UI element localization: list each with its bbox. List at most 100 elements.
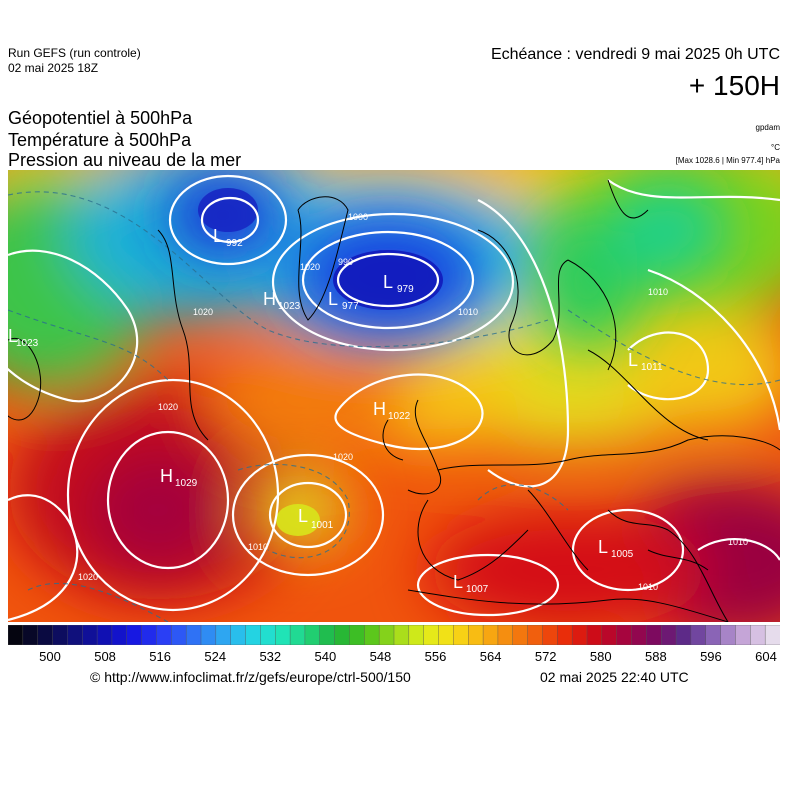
title-geopotential: Géopotentiel à 500hPa xyxy=(8,108,193,128)
pressure-center-value: 977 xyxy=(342,301,359,312)
colorbar-tick-label: 500 xyxy=(39,649,61,664)
unit-temperature: °C xyxy=(771,143,780,152)
isobar-label: 1020 xyxy=(78,572,98,582)
isobar-label: 1000 xyxy=(348,212,368,222)
colorbar-swatch xyxy=(586,625,603,645)
colorbar xyxy=(8,625,780,645)
colorbar-tick-label: 604 xyxy=(755,649,777,664)
colorbar-swatch xyxy=(156,625,172,645)
colorbar-swatch xyxy=(96,625,113,645)
colorbar-swatch xyxy=(720,625,736,645)
colorbar-swatch xyxy=(631,625,647,645)
pressure-center-value: 1029 xyxy=(175,478,198,489)
isobar-label: 1020 xyxy=(300,262,320,272)
pressure-center-value: 1023 xyxy=(278,301,301,312)
forecast-map: L 992 L 977 L 979 H 1023 L 1023 H 1022 H… xyxy=(8,170,780,622)
isobar-label: 1020 xyxy=(158,402,178,412)
colorbar-swatch xyxy=(542,625,558,645)
colorbar-swatch xyxy=(319,625,336,645)
isobar-label: 1010 xyxy=(248,542,268,552)
colorbar-swatch xyxy=(646,625,662,645)
pressure-center-value: 1023 xyxy=(16,338,39,349)
isobar-label: 1020 xyxy=(193,307,213,317)
colorbar-swatch xyxy=(750,625,766,645)
pressure-max-min: [Max 1028.6 | Min 977.4] hPa xyxy=(675,156,780,165)
pressure-center-value: 979 xyxy=(397,284,414,295)
colorbar-swatch xyxy=(82,625,98,645)
colorbar-swatch xyxy=(37,625,54,645)
colorbar-swatch xyxy=(364,625,380,645)
forecast-valid-time: Echéance : vendredi 9 mai 2025 0h UTC xyxy=(490,46,780,63)
pressure-center-value: 1007 xyxy=(466,584,489,595)
pressure-center-value: 1005 xyxy=(611,549,634,560)
pressure-center-type: L xyxy=(453,572,463,592)
colorbar-swatch xyxy=(616,625,633,645)
title-pressure: Pression au niveau de la mer xyxy=(8,150,242,170)
colorbar-swatch xyxy=(482,625,499,645)
colorbar-swatch xyxy=(764,625,780,645)
colorbar-swatch xyxy=(423,625,440,645)
colorbar-swatch xyxy=(215,625,232,645)
colorbar-swatch xyxy=(141,625,157,645)
source-url: © http://www.infoclimat.fr/z/gefs/europe… xyxy=(90,669,411,685)
pressure-center-value: 1011 xyxy=(641,362,663,373)
colorbar-swatch xyxy=(705,625,722,645)
colorbar-swatch xyxy=(690,625,707,645)
title-temperature: Température à 500hPa xyxy=(8,130,192,150)
colorbar-swatch xyxy=(245,625,261,645)
pressure-center-type: L xyxy=(213,226,223,246)
isobar-label: 1010 xyxy=(638,582,658,592)
colorbar-swatch xyxy=(200,625,217,645)
pressure-center-type: H xyxy=(160,466,173,486)
pressure-center-value: 1022 xyxy=(388,411,411,422)
colorbar-tick-label: 508 xyxy=(94,649,116,664)
isobar-labels: 1000 990 1020 1010 1020 1020 1010 1020 1… xyxy=(78,212,748,592)
colorbar-tick-label: 532 xyxy=(259,649,282,664)
colorbar-swatch xyxy=(661,625,677,645)
colorbar-swatch xyxy=(275,625,291,645)
pressure-center-type: H xyxy=(263,289,276,309)
forecast-horizon: + 150H xyxy=(688,70,780,101)
colorbar-swatch xyxy=(8,625,24,645)
colorbar-swatch xyxy=(497,625,514,645)
colorbar-swatch xyxy=(230,625,247,645)
pressure-center-value: 1001 xyxy=(311,520,334,531)
colorbar-swatch xyxy=(349,625,365,645)
pressure-center-type: L xyxy=(328,289,338,309)
pressure-center-type: H xyxy=(373,399,386,419)
pressure-centers: L 992 L 977 L 979 H 1023 L 1023 H 1022 H… xyxy=(8,226,663,595)
colorbar-swatch xyxy=(735,625,751,645)
colorbar-swatch xyxy=(571,625,588,645)
isobar-label: 1010 xyxy=(458,307,478,317)
colorbar-swatch xyxy=(527,625,543,645)
pressure-center-type: L xyxy=(598,537,608,557)
colorbar-swatch xyxy=(334,625,350,645)
pressure-center-type: L xyxy=(298,506,308,526)
colorbar-swatch xyxy=(378,625,395,645)
colorbar-swatch xyxy=(512,625,529,645)
colorbar-tick-label: 516 xyxy=(149,649,171,664)
colorbar-swatch xyxy=(111,625,128,645)
colorbar-swatch xyxy=(260,625,276,645)
colorbar-swatch xyxy=(557,625,573,645)
unit-geopotential: gpdam xyxy=(755,123,780,132)
colorbar-tick-label: 564 xyxy=(479,649,502,664)
colorbar-swatch xyxy=(393,625,410,645)
colorbar-swatch xyxy=(289,625,306,645)
isobar-label: 1020 xyxy=(333,452,353,462)
colorbar-swatch xyxy=(453,625,469,645)
isobar-label: 1010 xyxy=(728,537,748,547)
colorbar-swatch xyxy=(126,625,143,645)
pressure-center-type: L xyxy=(628,350,638,370)
pressure-center-value: 992 xyxy=(226,238,243,249)
colorbar-swatch xyxy=(601,625,618,645)
isobar-label: 1010 xyxy=(648,287,668,297)
generated-time: 02 mai 2025 22:40 UTC xyxy=(540,669,689,685)
colorbar-swatch xyxy=(22,625,39,645)
colorbar-swatch xyxy=(185,625,202,645)
colorbar-tick-label: 580 xyxy=(589,649,612,664)
colorbar-tick-label: 524 xyxy=(204,649,227,664)
colorbar-swatch xyxy=(171,625,187,645)
colorbar-tick-label: 540 xyxy=(314,649,337,664)
colorbar-swatch xyxy=(52,625,68,645)
